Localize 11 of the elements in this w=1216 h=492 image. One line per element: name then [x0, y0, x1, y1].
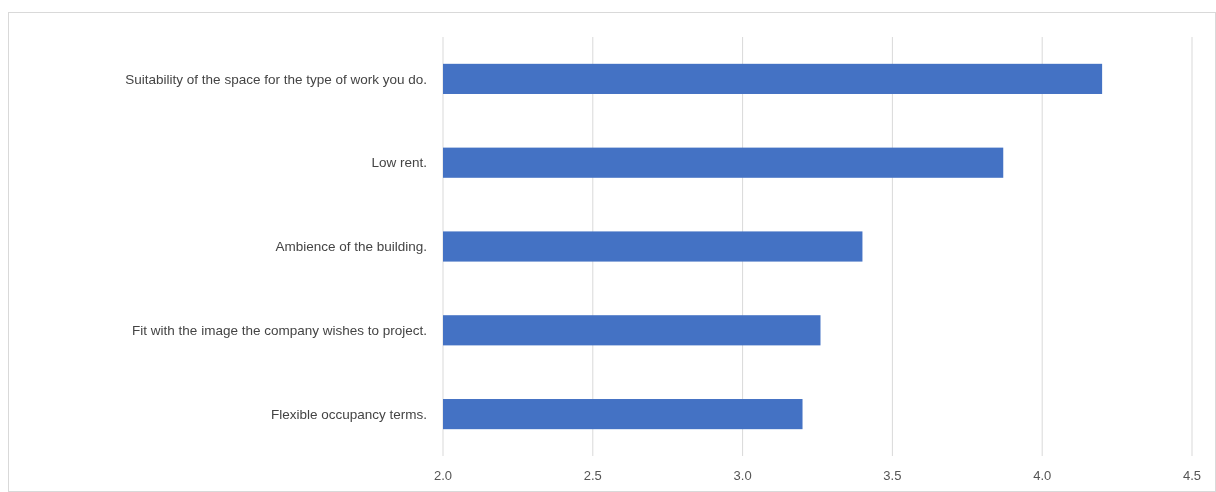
x-tick-label: 3.0: [733, 468, 752, 483]
y-tick-label: Flexible occupancy terms.: [270, 406, 427, 422]
x-tick-label: 4.0: [1033, 468, 1052, 483]
x-tick-label: 2.5: [583, 468, 602, 483]
x-tick-label: 2.0: [433, 468, 453, 483]
y-tick-label: Low rent.: [371, 155, 427, 171]
x-tick-label: 4.5: [1182, 468, 1202, 483]
x-tick-label: 3.5: [883, 468, 902, 483]
y-tick-label: Fit with the image the company wishes to project.: [132, 323, 427, 339]
y-tick-label: Ambience of the building.: [275, 239, 427, 255]
y-tick-label: Suitability of the space for the type of work you do.: [125, 71, 427, 87]
